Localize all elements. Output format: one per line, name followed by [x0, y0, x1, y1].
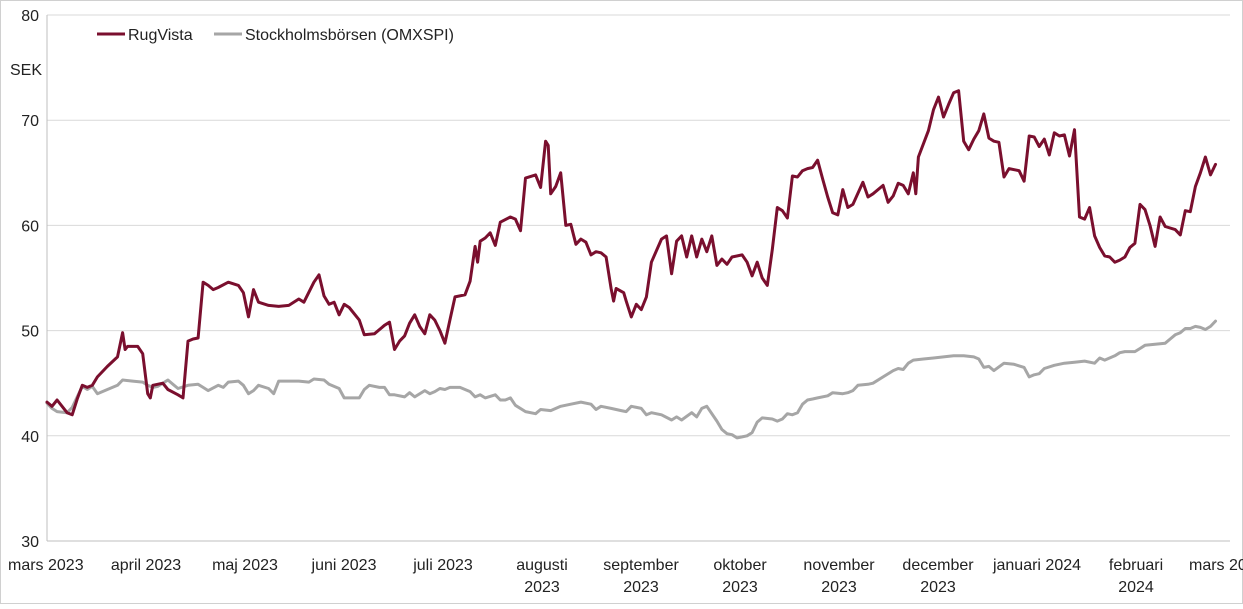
- x-tick-label: februari: [1109, 557, 1163, 574]
- y-tick-label: 30: [21, 534, 39, 551]
- legend-entry: RugVista: [128, 27, 193, 44]
- x-tick-label: mars 2023: [8, 557, 84, 574]
- y-tick-label: 60: [21, 218, 39, 235]
- x-axis: mars 2023 april 2023 maj 2023 juni 2023 juli…: [8, 557, 1243, 596]
- series-line-stockholmsb-rsen-omxspi-: [45, 319, 1217, 440]
- x-tick-label: mars 2024: [1189, 557, 1243, 574]
- y-tick-label: 70: [21, 113, 39, 130]
- x-tick-label-year: 2023: [524, 579, 560, 596]
- y-tick-label: 40: [21, 429, 39, 446]
- legend-entry: Stockholmsbörsen (OMXSPI): [245, 27, 454, 44]
- ylabel-background: [5, 50, 43, 86]
- x-tick-label: augusti: [516, 557, 568, 574]
- x-tick-label-year: 2023: [722, 579, 758, 596]
- x-tick-label: oktober: [713, 557, 767, 574]
- series-group: [45, 89, 1217, 440]
- x-tick-label: juli 2023: [412, 557, 473, 574]
- x-tick-label: september: [603, 557, 679, 574]
- x-tick-label-year: 2024: [1118, 579, 1154, 596]
- y-tick-label: 80: [21, 8, 39, 25]
- series-line-rugvista: [45, 89, 1217, 417]
- x-tick-label-year: 2023: [821, 579, 857, 596]
- x-tick-label: juni 2023: [311, 557, 377, 574]
- x-tick-label-year: 2023: [920, 579, 956, 596]
- x-tick-label: april 2023: [111, 557, 181, 574]
- y-axis-label: SEK: [10, 62, 42, 79]
- x-tick-label: maj 2023: [212, 557, 278, 574]
- y-tick-label: 50: [21, 324, 39, 341]
- y-axis: 30 40 50 60 70 80: [21, 8, 1230, 551]
- x-tick-label: januari 2024: [992, 557, 1081, 574]
- x-tick-label: december: [902, 557, 974, 574]
- x-tick-label: november: [803, 557, 875, 574]
- x-tick-label-year: 2023: [623, 579, 659, 596]
- legend: RugVista Stockholmsbörsen (OMXSPI): [97, 27, 454, 44]
